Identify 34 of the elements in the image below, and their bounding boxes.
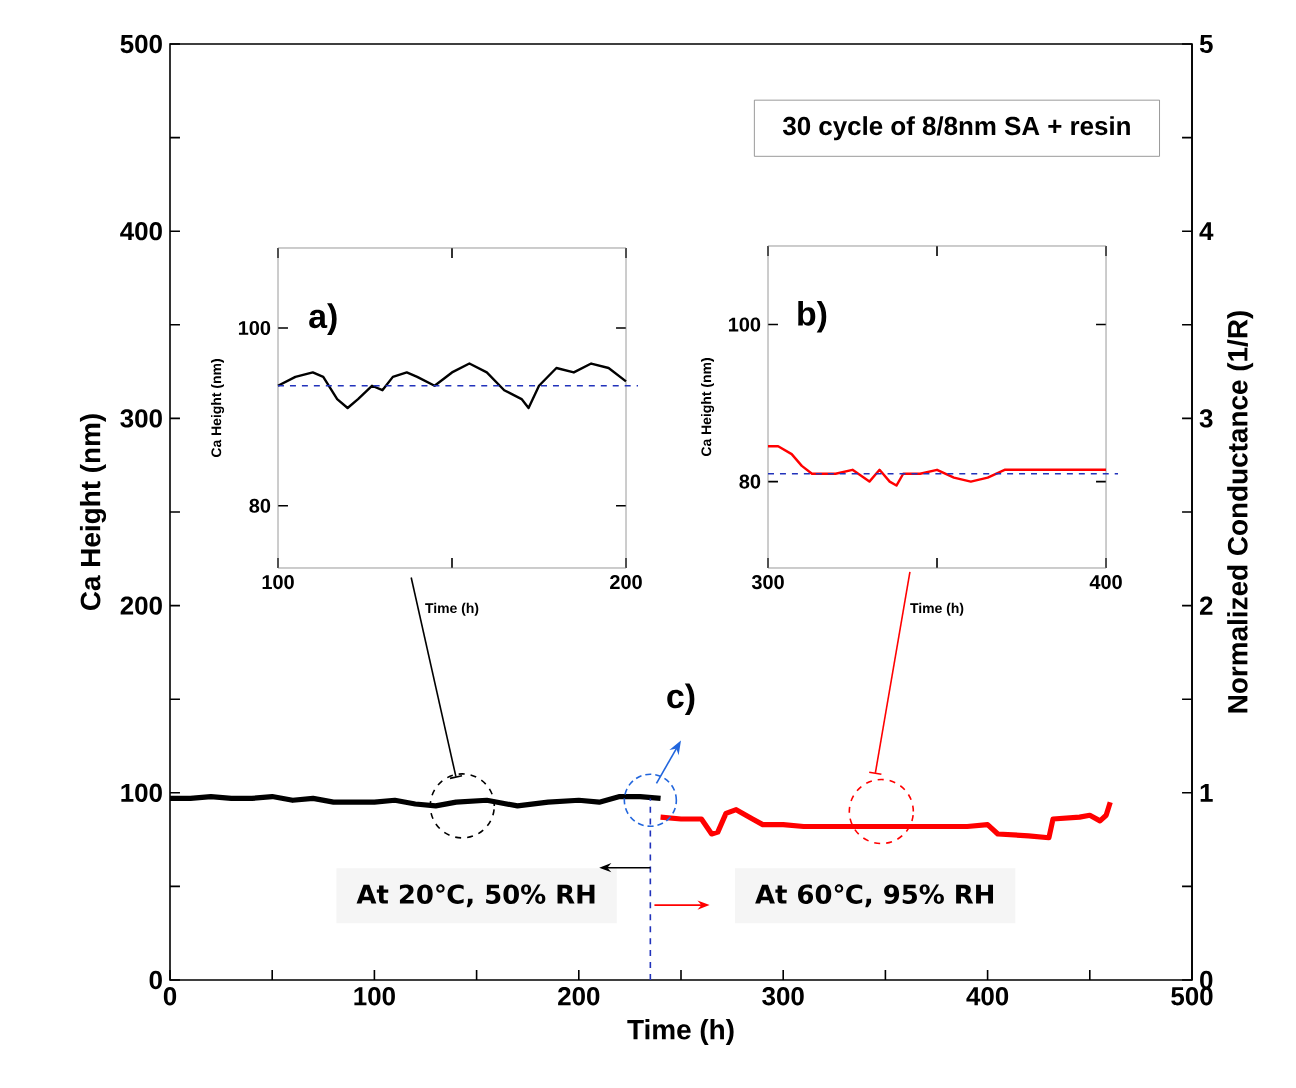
y2-tick-label: 5 [1199, 34, 1213, 54]
annotation: a) [309, 303, 337, 335]
x-tick-label: 200 [558, 987, 600, 1006]
x-tick-label: 300 [751, 575, 784, 590]
y-tick-label: 100 [121, 783, 162, 802]
y-tick-label: 400 [120, 222, 162, 241]
x-tick-label: 400 [966, 987, 1009, 1006]
y2-tick-label: 3 [1199, 409, 1213, 428]
y-tick-label: 300 [120, 409, 162, 428]
annotation: c) [667, 683, 695, 715]
y-axis-title: Ca Height (nm) [79, 414, 107, 611]
x-tick-label: 0 [163, 987, 177, 1006]
line-series [276, 362, 628, 410]
annotation: b) [798, 300, 827, 333]
y2-axis-title: Normalized Conductance (1/R) [1227, 311, 1254, 713]
x-tick-label: 400 [1089, 575, 1122, 590]
y-tick-label: 200 [120, 596, 162, 615]
annotation: At 20℃, 50% RH [356, 884, 595, 908]
x-tick-label: 100 [354, 987, 395, 1006]
y2-tick-label: 0 [1200, 970, 1213, 990]
y-tick-label: 80 [249, 498, 271, 513]
x-tick-label: 100 [262, 575, 294, 590]
y2-tick-label: 2 [1199, 596, 1213, 615]
y2-tick-label: 4 [1199, 222, 1214, 241]
x-tick-label: 200 [610, 575, 642, 590]
y-tick-label: 80 [739, 474, 761, 489]
y-tick-label: 500 [120, 34, 162, 54]
annotation: At 60℃, 95% RH [755, 884, 994, 908]
x-tick-label: 300 [762, 987, 804, 1006]
y-tick-label: 0 [149, 970, 162, 990]
x-axis-title: Time (h) [627, 1019, 734, 1046]
x-tick-label: 500 [1171, 987, 1213, 1006]
y2-tick-label: 1 [1200, 783, 1213, 802]
annotation: 30 cycle of 8/8nm SA + resin [782, 116, 1130, 141]
